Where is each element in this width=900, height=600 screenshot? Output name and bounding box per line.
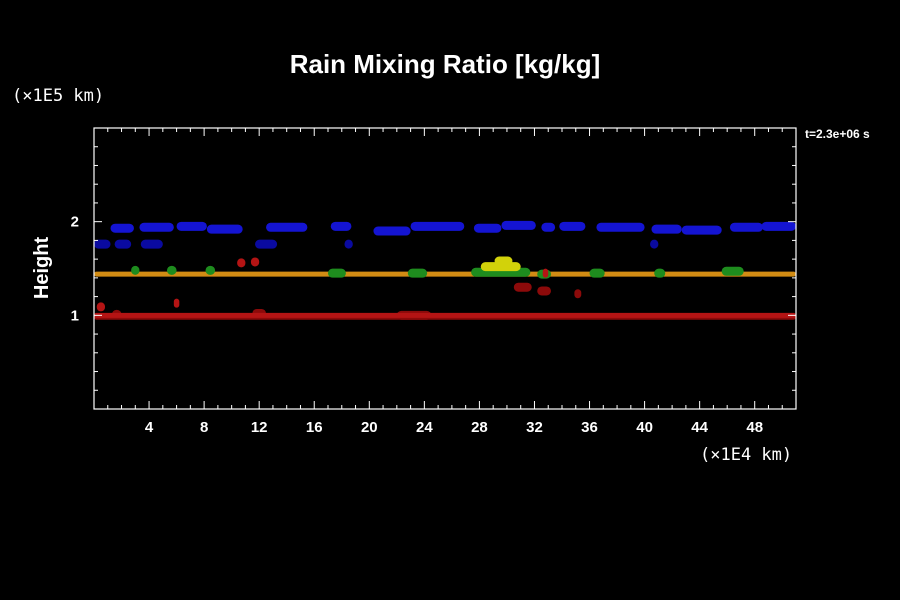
blue-rain-segment [473,223,502,233]
bright-red-rain-segment [94,312,796,318]
bright-red-rain-segment [542,268,549,278]
dark-blue-rain-segment [650,239,659,249]
blue-rain-segment [176,221,207,231]
dark-red-rain-segment [537,286,551,296]
green-rain-segment [407,268,428,278]
green-rain-segment [131,265,140,275]
x-tick-label: 12 [251,419,268,436]
blue-rain-segment [110,223,134,233]
blue-rain-segment [761,221,796,231]
blue-rain-segment [410,221,465,231]
green-rain-segment [166,265,177,275]
x-tick-label: 40 [636,419,653,436]
x-tick-label: 8 [200,419,208,436]
x-tick-label: 24 [416,419,433,436]
dark-red-rain-segment [574,289,582,299]
x-tick-label: 4 [145,419,154,436]
y-tick-label: 2 [71,214,79,231]
x-tick-label: 36 [581,419,598,436]
blue-rain-segment [373,226,411,236]
dark-blue-rain-segment [114,239,132,249]
x-tick-label: 48 [746,419,763,436]
blue-rain-segment [559,221,586,231]
yellow-rain-segment [494,256,513,266]
blue-rain-segment [729,222,763,232]
blue-rain-segment [541,222,556,232]
chart-title: Rain Mixing Ratio [kg/kg] [290,49,601,79]
dark-blue-rain-segment [140,239,163,249]
x-tick-label: 44 [691,419,708,436]
plot-frame [93,127,797,410]
blue-rain-segment [266,222,308,232]
blue-rain-segment [596,222,645,232]
x-tick-label: 20 [361,419,378,436]
dark-blue-rain-segment [94,239,111,249]
time-label: t=2.3e+06 s [805,127,870,141]
dark-blue-rain-segment [255,239,278,249]
green-rain-segment [721,266,744,276]
bright-red-rain-segment [250,257,260,267]
x-axis-unit: (×1E4 km) [700,445,792,465]
blue-rain-segment [139,222,174,232]
bright-red-rain-segment [96,302,106,312]
blue-rain-segment [501,220,536,230]
dark-blue-rain-segment [344,239,353,249]
axis-ticks [94,128,796,409]
x-tick-label: 16 [306,419,323,436]
x-tick-label: 28 [471,419,488,436]
blue-rain-segment [651,224,682,234]
rain-field [94,220,796,320]
green-rain-segment [328,268,346,278]
blue-rain-segment [681,225,722,235]
plot-area [94,128,796,409]
bright-red-rain-segment [173,298,180,308]
bright-red-rain-segment [237,258,246,268]
y-tick-label: 1 [71,307,79,324]
dark-red-rain-segment [513,282,532,292]
blue-rain-segment [206,224,243,234]
green-rain-segment [205,265,216,275]
green-rain-segment [589,268,605,278]
blue-rain-segment [330,221,352,231]
y-axis-label: Height [31,237,53,300]
x-tick-label: 32 [526,419,543,436]
green-rain-segment [654,268,666,278]
y-axis-unit: (×1E5 km) [12,86,104,106]
orange-rain-segment [94,271,796,277]
